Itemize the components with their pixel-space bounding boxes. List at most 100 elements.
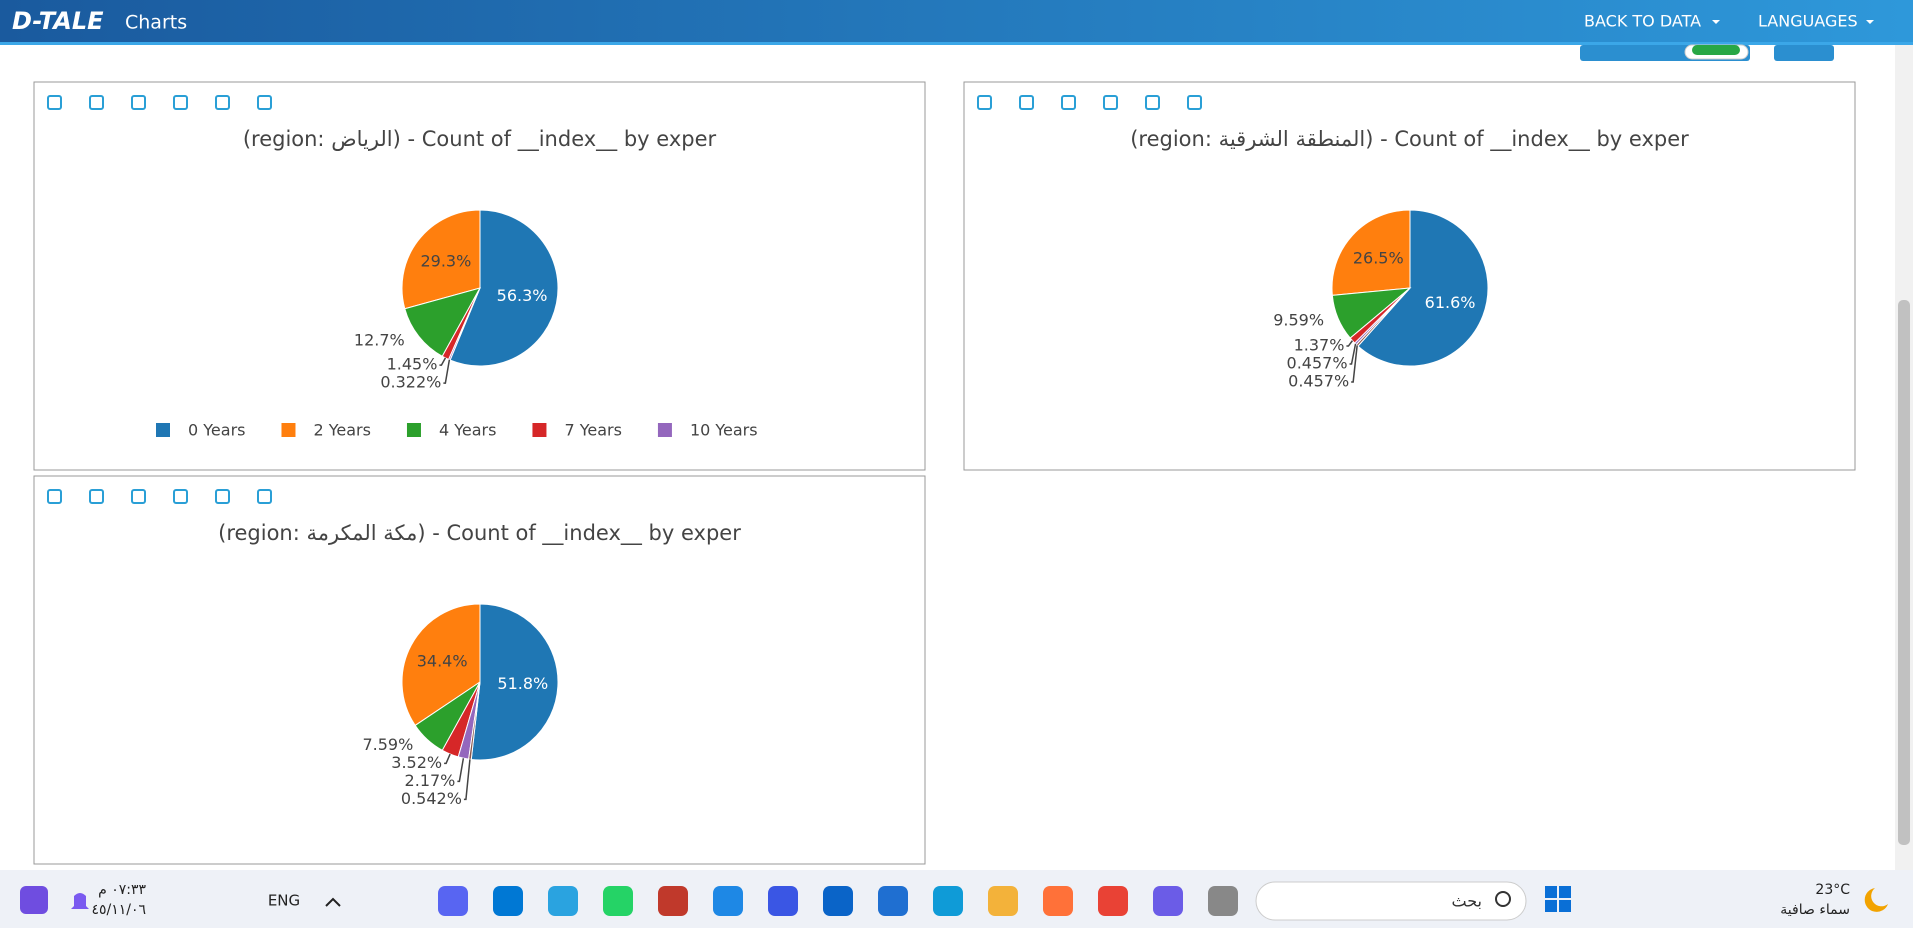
start-icon[interactable] [1559, 900, 1571, 912]
app-icon[interactable] [1208, 886, 1238, 916]
slice-label: 1.37% [1294, 336, 1345, 355]
toolbar-icon[interactable] [1019, 95, 1034, 110]
toolbar-icon[interactable] [173, 95, 188, 110]
slice-label: 26.5% [1353, 249, 1404, 268]
start-icon[interactable] [1545, 886, 1557, 898]
start-icon[interactable] [1545, 900, 1557, 912]
app-icon[interactable] [713, 886, 743, 916]
legend-swatch [657, 423, 672, 437]
legend-label: 7 Years [564, 421, 621, 440]
slice-label: 29.3% [420, 252, 471, 271]
caret [1712, 20, 1720, 24]
toolbar-icon[interactable] [89, 489, 104, 504]
pie-slice [468, 681, 481, 761]
toolbar-icon[interactable] [977, 95, 992, 110]
slice-label: 61.6% [1425, 293, 1476, 312]
legend-swatch [156, 423, 170, 437]
app-icon[interactable] [1098, 886, 1128, 916]
toolbar-icon[interactable] [173, 489, 188, 504]
weather: سماء صافية [1780, 902, 1850, 918]
toolbar-icon[interactable] [47, 489, 62, 504]
app-icon[interactable] [658, 886, 688, 916]
temperature: 23°C [1815, 882, 1850, 898]
language[interactable]: ENG [268, 892, 300, 910]
legend-label: 2 Years [313, 421, 370, 440]
legend-label: 4 Years [439, 421, 496, 440]
back-to-data[interactable]: BACK TO DATA [1584, 12, 1701, 31]
pie-slice [449, 209, 559, 367]
charts: (region: الرياض) - Count of __index__ by… [33, 81, 1856, 865]
pie-slice [470, 603, 559, 761]
app-icon[interactable] [1043, 886, 1073, 916]
leader-line [1349, 343, 1357, 365]
toolbar-icon[interactable] [257, 95, 272, 110]
toolbar-icon[interactable] [215, 489, 230, 504]
leader-line [463, 759, 471, 801]
caret [1866, 20, 1874, 24]
app-icon[interactable] [548, 886, 578, 916]
leader-line [1346, 340, 1354, 347]
toolbar-icon[interactable] [131, 489, 146, 504]
pie-slice [1331, 209, 1411, 296]
legend-swatch [532, 423, 547, 437]
slice-label: 3.52% [391, 753, 442, 772]
header-border [0, 42, 1913, 45]
leader-line [439, 357, 447, 366]
legend-swatch [406, 423, 421, 437]
pie-slice [404, 287, 482, 357]
toolbar-icon[interactable] [257, 489, 272, 504]
leader-line [444, 753, 451, 765]
clock-date: ٤٥/١١/٠٦ [91, 902, 146, 918]
toolbar-icon[interactable] [131, 95, 146, 110]
app-icon[interactable] [603, 886, 633, 916]
slice-label: 0.457% [1288, 372, 1349, 391]
page-title: Charts [125, 12, 187, 34]
copilot-icon[interactable] [20, 886, 48, 914]
legend-label: 10 Years [690, 421, 758, 440]
app-icon[interactable] [988, 886, 1018, 916]
toolbar-icon[interactable] [1061, 95, 1076, 110]
start-icon[interactable] [1559, 886, 1571, 898]
logo[interactable]: D-TALE [12, 7, 104, 35]
app-icon[interactable] [438, 886, 468, 916]
leader-line [457, 758, 465, 783]
header-bar [0, 0, 1913, 44]
clock-time: ٠٧:٣٣ م [98, 882, 146, 898]
scrollbar-thumb[interactable] [1898, 300, 1910, 845]
chart-title: (region: المنطقة الشرقية) - Count of __i… [1130, 127, 1689, 152]
app-icon[interactable] [1153, 886, 1183, 916]
pie-slice [1357, 209, 1489, 367]
slice-label: 0.542% [401, 789, 462, 808]
toolbar-button[interactable] [1774, 45, 1834, 61]
chart-title: (region: الرياض) - Count of __index__ by… [243, 127, 717, 152]
moon-icon [1864, 888, 1888, 912]
languages[interactable]: LANGUAGES [1758, 12, 1858, 31]
search-box[interactable] [1255, 881, 1527, 921]
toolbar-icon[interactable] [1103, 95, 1118, 110]
leader-line [1351, 345, 1358, 383]
slice-label: 12.7% [354, 331, 405, 350]
app-icon[interactable] [878, 886, 908, 916]
legend-label: 0 Years [188, 421, 245, 440]
slice-label: 0.322% [380, 373, 441, 392]
toolbar-icon[interactable] [215, 95, 230, 110]
chart-title: (region: مكة المكرمة) - Count of __index… [218, 521, 741, 546]
toolbar-icon[interactable] [89, 95, 104, 110]
app-icon[interactable] [493, 886, 523, 916]
slice-label: 51.8% [497, 674, 548, 693]
leader-line [443, 359, 451, 384]
taskbar-apps [438, 886, 1238, 916]
app-icon[interactable] [768, 886, 798, 916]
app-icon[interactable] [933, 886, 963, 916]
slice-label: 2.17% [405, 771, 456, 790]
bell-icon[interactable] [71, 893, 89, 909]
slice-label: 0.457% [1287, 354, 1348, 373]
toolbar-icon[interactable] [1187, 95, 1202, 110]
toolbar-icon[interactable] [47, 95, 62, 110]
app-icon[interactable] [823, 886, 853, 916]
toolbar-icon[interactable] [1145, 95, 1160, 110]
toggle-on [1692, 45, 1740, 55]
tray-chevron[interactable] [325, 897, 341, 907]
